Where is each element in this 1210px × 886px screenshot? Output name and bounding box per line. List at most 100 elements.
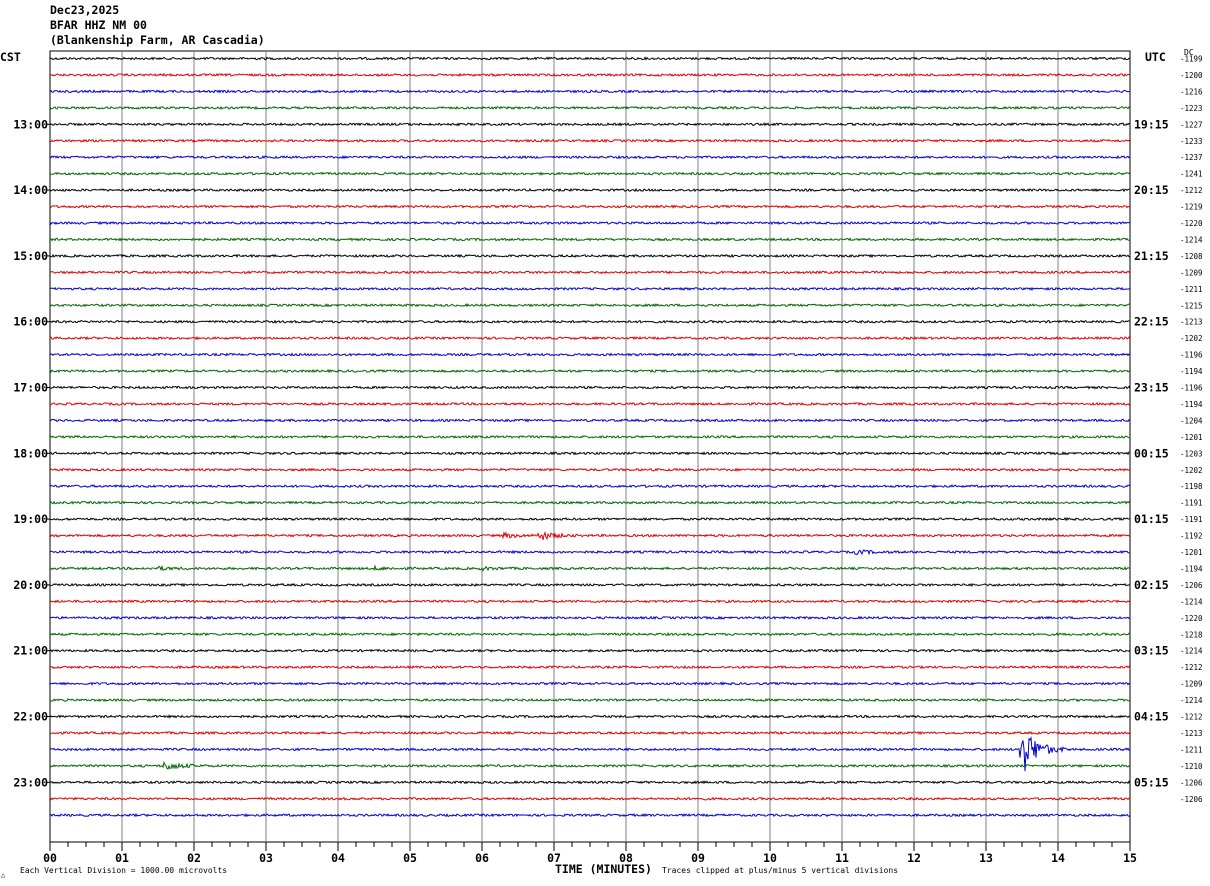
left-hour-label: 19:00 <box>13 512 48 526</box>
trace-line-9 <box>49 204 1131 209</box>
trace-line-5 <box>49 138 1131 143</box>
right-hour-label: 01:15 <box>1134 512 1169 526</box>
x-axis-title: TIME (MINUTES) <box>555 862 652 876</box>
left-hour-label: 18:00 <box>13 446 48 460</box>
dc-offset-label: -1201 <box>1180 433 1203 442</box>
dc-offset-label: -1212 <box>1180 713 1203 722</box>
right-hour-label: 05:15 <box>1134 775 1169 789</box>
dc-offset-label: -1214 <box>1180 696 1203 705</box>
trace-line-26 <box>49 483 1131 489</box>
trace-line-23 <box>49 434 1131 439</box>
trace-line-21 <box>49 401 1131 407</box>
trace-line-42 <box>49 736 1131 772</box>
dc-offset-label: -1192 <box>1180 532 1203 541</box>
right-hour-label: 02:15 <box>1134 578 1169 592</box>
trace-line-32 <box>49 582 1131 588</box>
trace-line-20 <box>49 385 1131 390</box>
left-hour-label: 13:00 <box>13 117 48 131</box>
dc-offset-label: -1206 <box>1180 778 1203 787</box>
trace-line-1 <box>49 72 1131 78</box>
dc-offset-label: -1198 <box>1180 482 1203 491</box>
dc-offset-label: -1210 <box>1180 762 1203 771</box>
left-hour-label: 21:00 <box>13 644 48 658</box>
dc-offset-label: -1194 <box>1180 367 1203 376</box>
dc-offset-label: -1227 <box>1180 120 1203 129</box>
trace-line-8 <box>49 187 1131 193</box>
trace-line-28 <box>49 516 1131 522</box>
dc-offset-label: -1206 <box>1180 795 1203 804</box>
dc-offset-label: -1214 <box>1180 235 1203 244</box>
x-tick-label: 13 <box>979 851 993 865</box>
right-hour-label: 21:15 <box>1134 249 1169 263</box>
scale-note: Each Vertical Division = 1000.00 microvo… <box>20 866 228 875</box>
trace-line-29 <box>49 530 1131 541</box>
trace-line-16 <box>49 319 1131 324</box>
dc-column-label: DC <box>1184 48 1194 57</box>
plot-frame <box>49 50 1131 843</box>
x-tick-label: 08 <box>619 851 633 865</box>
trace-line-31 <box>49 564 1131 572</box>
x-tick-label: 01 <box>115 851 129 865</box>
dc-offset-label: -1202 <box>1180 334 1203 343</box>
header-station: BFAR HHZ NM 00 <box>50 18 147 32</box>
header-location: (Blankenship Farm, AR Cascadia) <box>50 33 265 47</box>
dc-offset-label: -1223 <box>1180 104 1203 113</box>
trace-line-14 <box>49 286 1131 291</box>
dc-offset-label: -1212 <box>1180 186 1203 195</box>
trace-line-3 <box>49 105 1131 110</box>
left-hour-label: 15:00 <box>13 249 48 263</box>
trace-line-38 <box>49 681 1131 686</box>
trace-line-13 <box>49 270 1131 275</box>
dc-offset-label: -1196 <box>1180 351 1203 360</box>
dc-offset-label: -1213 <box>1180 729 1203 738</box>
trace-line-43 <box>49 760 1131 770</box>
x-tick-label: 15 <box>1123 851 1137 865</box>
trace-line-41 <box>49 730 1131 736</box>
dc-offset-label: -1211 <box>1180 745 1203 754</box>
left-hour-label: 22:00 <box>13 710 48 724</box>
dc-offset-label: -1194 <box>1180 400 1203 409</box>
trace-line-22 <box>49 418 1131 423</box>
trace-line-15 <box>49 303 1131 308</box>
dc-offset-label: -1209 <box>1180 680 1203 689</box>
dc-offset-label: -1213 <box>1180 318 1203 327</box>
dc-offset-label: -1202 <box>1180 466 1203 475</box>
trace-line-45 <box>49 796 1131 801</box>
trace-line-6 <box>49 155 1131 160</box>
trace-line-34 <box>49 615 1131 620</box>
trace-line-17 <box>49 335 1131 341</box>
dc-offset-label: -1203 <box>1180 449 1203 458</box>
trace-line-10 <box>49 220 1131 226</box>
right-hour-label: 04:15 <box>1134 710 1169 724</box>
trace-line-46 <box>49 812 1131 818</box>
clip-note: Traces clipped at plus/minus 5 vertical … <box>662 866 899 875</box>
x-tick-label: 14 <box>1051 851 1065 865</box>
dc-offset-label: -1204 <box>1180 416 1203 425</box>
right-hour-label: 23:15 <box>1134 381 1169 395</box>
right-hour-label: 20:15 <box>1134 183 1169 197</box>
trace-line-19 <box>49 368 1131 374</box>
dc-offset-label: -1199 <box>1180 55 1203 64</box>
trace-line-35 <box>49 632 1131 637</box>
trace-line-37 <box>49 664 1131 670</box>
trace-line-25 <box>49 467 1131 472</box>
dc-offset-label: -1206 <box>1180 581 1203 590</box>
dc-offset-label: -1196 <box>1180 384 1203 393</box>
left-hour-label: 20:00 <box>13 578 48 592</box>
trace-line-36 <box>49 648 1131 653</box>
dc-offset-label: -1209 <box>1180 268 1203 277</box>
trace-line-24 <box>49 451 1131 456</box>
left-hour-label: 14:00 <box>13 183 48 197</box>
right-hour-label: 22:15 <box>1134 315 1169 329</box>
dc-offset-label: -1241 <box>1180 170 1203 179</box>
left-hour-label: 23:00 <box>13 775 48 789</box>
dc-offset-label: -1211 <box>1180 285 1203 294</box>
x-tick-label: 04 <box>331 851 345 865</box>
x-tick-label: 02 <box>187 851 201 865</box>
dc-offset-label: -1237 <box>1180 153 1203 162</box>
x-tick-label: 11 <box>835 851 849 865</box>
x-tick-label: 00 <box>43 851 57 865</box>
dc-offset-label: -1194 <box>1180 564 1203 573</box>
dc-offset-label: -1216 <box>1180 87 1203 96</box>
